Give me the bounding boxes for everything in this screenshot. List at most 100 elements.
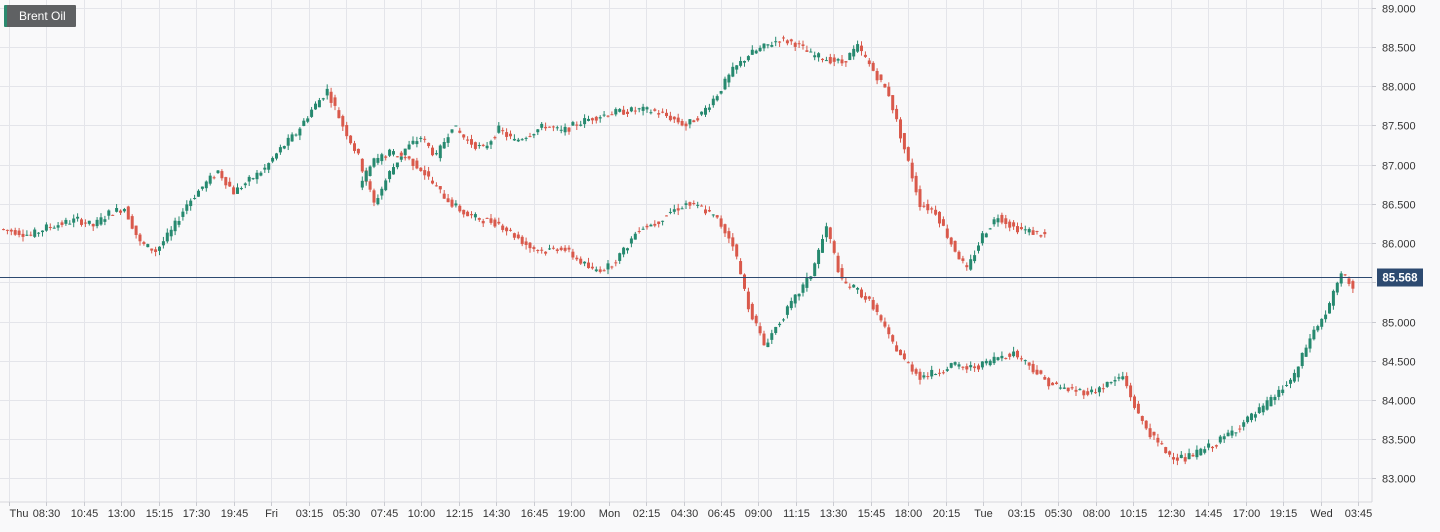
candle-body <box>1082 390 1086 396</box>
candle-body <box>1148 428 1152 438</box>
candle-body <box>758 47 762 52</box>
candle <box>290 132 294 142</box>
candle-body <box>801 44 805 46</box>
candle-body <box>602 270 606 272</box>
candle <box>852 45 856 60</box>
candle-body <box>197 190 200 197</box>
candle-body <box>824 60 828 62</box>
time-tick-label: 19:45 <box>221 508 249 520</box>
candle <box>602 110 606 118</box>
candle <box>540 247 544 254</box>
candle-body <box>754 50 758 54</box>
symbol-badge[interactable]: Brent Oil <box>4 5 76 27</box>
candle-body <box>1012 222 1016 227</box>
candle <box>891 334 895 344</box>
candle-body <box>427 171 431 177</box>
candle-body <box>189 200 193 207</box>
candle <box>637 227 641 234</box>
candle-body <box>665 112 668 117</box>
candle-body <box>735 244 739 257</box>
candle <box>60 220 64 228</box>
candle <box>836 252 840 274</box>
candle-body <box>739 61 743 66</box>
candle <box>1109 381 1113 385</box>
time-tick-label: 05:30 <box>1045 508 1073 520</box>
candle <box>727 73 731 88</box>
candle-body <box>1039 235 1043 237</box>
candle <box>481 218 485 228</box>
candle-body <box>980 361 984 368</box>
candle-body <box>583 261 587 264</box>
candle <box>501 127 505 135</box>
candle-body <box>840 59 844 64</box>
candle <box>1031 360 1035 375</box>
candle <box>922 201 926 209</box>
candle <box>875 68 879 85</box>
candle <box>431 145 434 157</box>
candle <box>629 236 633 248</box>
candle <box>1312 326 1316 341</box>
candle-body <box>1125 375 1129 387</box>
candle <box>555 248 559 254</box>
candle <box>618 252 622 264</box>
candle-body <box>466 211 470 217</box>
candle <box>778 321 782 328</box>
candle-body <box>431 147 434 156</box>
candle <box>1113 376 1117 387</box>
candle <box>860 41 863 56</box>
candle <box>696 201 700 209</box>
candle <box>466 136 470 144</box>
candle-body <box>1261 405 1265 413</box>
candle <box>743 60 746 67</box>
candle <box>9 228 13 236</box>
candle <box>360 158 364 173</box>
candle-body <box>138 234 142 242</box>
candle <box>969 254 973 271</box>
candle <box>828 53 832 65</box>
candle-body <box>1187 453 1191 460</box>
candle <box>1156 433 1160 447</box>
candle-body <box>766 44 770 46</box>
candle-body <box>1164 447 1168 454</box>
candle-body <box>1035 230 1039 232</box>
candle <box>1023 359 1027 365</box>
candle <box>774 326 778 335</box>
candle-body <box>1257 407 1261 413</box>
candle-body <box>41 230 44 233</box>
candle-body <box>1156 437 1160 443</box>
candle <box>910 158 914 182</box>
candle-body <box>64 219 68 224</box>
candle-body <box>969 365 973 368</box>
candle-body <box>856 288 860 290</box>
candle-body <box>56 225 60 228</box>
candle-body <box>501 225 505 230</box>
candle <box>957 361 961 370</box>
candle <box>1043 229 1047 238</box>
candle <box>107 209 111 220</box>
candle-body <box>477 145 481 147</box>
candle-body <box>895 108 899 120</box>
candle-body <box>427 142 431 147</box>
candle <box>146 243 150 248</box>
candle <box>364 167 368 186</box>
candle-body <box>509 229 512 231</box>
candle <box>197 189 200 197</box>
candle-body <box>485 145 489 149</box>
candle-body <box>380 188 384 196</box>
candle-body <box>107 210 111 216</box>
time-tick-label: 18:00 <box>895 508 923 520</box>
candle <box>571 120 575 126</box>
candle-body <box>653 223 657 226</box>
candle <box>758 322 762 336</box>
candle-body <box>512 138 516 141</box>
candle <box>1292 369 1296 383</box>
candle-body <box>754 315 758 324</box>
candle-body <box>731 237 735 247</box>
candle <box>454 200 458 208</box>
candle-body <box>661 111 665 113</box>
candle-body <box>1199 448 1203 456</box>
candle-body <box>719 218 723 227</box>
plot-area[interactable] <box>0 0 1372 502</box>
